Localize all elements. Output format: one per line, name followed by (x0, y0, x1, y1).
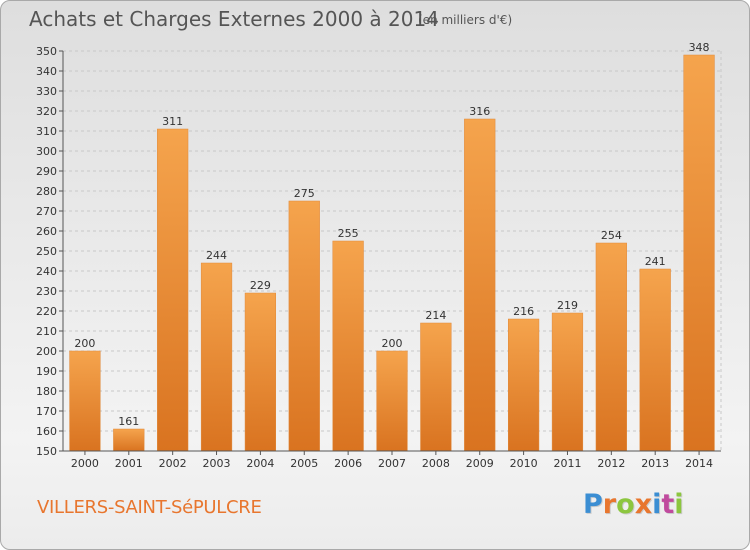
bar (376, 350, 408, 452)
y-tick-label: 170 (36, 405, 57, 418)
logo-letter: r (602, 489, 617, 520)
y-tick-label: 310 (36, 125, 57, 138)
x-tick-label: 2002 (159, 457, 187, 470)
bar (639, 268, 671, 452)
y-tick-label: 260 (36, 225, 57, 238)
bar (595, 242, 627, 452)
data-label: 219 (557, 299, 578, 312)
data-label: 216 (513, 305, 534, 318)
y-tick-label: 180 (36, 385, 57, 398)
logo-letter: i (674, 489, 684, 520)
y-tick-label: 190 (36, 365, 57, 378)
x-tick-label: 2001 (115, 457, 143, 470)
data-label: 200 (382, 337, 403, 350)
y-tick-label: 350 (36, 45, 57, 58)
bar (244, 292, 277, 452)
x-tick-label: 2014 (685, 457, 713, 470)
data-label: 316 (469, 105, 490, 118)
y-tick-label: 220 (36, 305, 57, 318)
x-tick-label: 2011 (553, 457, 581, 470)
bar (551, 312, 584, 452)
y-tick-label: 160 (36, 425, 57, 438)
x-tick-label: 2005 (290, 457, 318, 470)
data-label: 229 (250, 279, 271, 292)
logo-letter: o (616, 489, 635, 520)
y-tick-label: 280 (36, 185, 57, 198)
x-tick-label: 2010 (510, 457, 538, 470)
y-tick-label: 270 (36, 205, 57, 218)
bar (157, 128, 189, 452)
y-tick-label: 230 (36, 285, 57, 298)
labels: 150 160 170 180 190 200 210 220 230 240 250 260 270 2… (36, 41, 713, 470)
data-label: 255 (338, 227, 359, 240)
axes (59, 50, 721, 455)
x-tick-label: 2007 (378, 457, 406, 470)
x-tick-label: 2000 (71, 457, 99, 470)
bars (69, 54, 715, 452)
data-label: 161 (118, 415, 139, 428)
x-tick-label: 2006 (334, 457, 362, 470)
data-label: 200 (74, 337, 95, 350)
x-tick-label: 2003 (203, 457, 231, 470)
x-tick-label: 2009 (466, 457, 494, 470)
bar (69, 350, 101, 452)
bar (288, 200, 320, 452)
data-label: 214 (425, 309, 446, 322)
y-tick-label: 290 (36, 165, 57, 178)
y-tick-label: 200 (36, 345, 57, 358)
location-name: VILLERS-SAINT-SéPULCRE (37, 497, 262, 518)
y-tick-label: 330 (36, 85, 57, 98)
bar (507, 318, 540, 452)
y-tick-label: 250 (36, 245, 57, 258)
bar (200, 262, 233, 452)
proxiti-logo: Proxiti (583, 489, 684, 520)
bar (464, 118, 496, 452)
x-tick-label: 2013 (641, 457, 669, 470)
y-tick-label: 320 (36, 105, 57, 118)
y-tick-label: 240 (36, 265, 57, 278)
bar (420, 322, 452, 452)
data-label: 275 (294, 187, 315, 200)
bar (332, 240, 364, 452)
data-label: 241 (645, 255, 666, 268)
bar (113, 428, 145, 452)
chart-subtitle: (en milliers d'€) (418, 13, 513, 27)
chart-title: Achats et Charges Externes 2000 à 2014 (29, 7, 439, 31)
x-tick-label: 2008 (422, 457, 450, 470)
y-tick-label: 300 (36, 145, 57, 158)
y-tick-label: 340 (36, 65, 57, 78)
data-label: 311 (162, 115, 183, 128)
bar (683, 54, 715, 452)
data-label: 254 (601, 229, 622, 242)
data-label: 348 (689, 41, 710, 54)
logo-letter: x (634, 489, 653, 520)
x-tick-label: 2004 (246, 457, 274, 470)
logo-letter: i (652, 489, 662, 520)
y-tick-label: 210 (36, 325, 57, 338)
x-tick-label: 2012 (597, 457, 625, 470)
logo-letter: P (583, 489, 603, 520)
logo-letter: t (661, 489, 675, 520)
y-tick-label: 150 (36, 445, 57, 458)
data-label: 244 (206, 249, 227, 262)
